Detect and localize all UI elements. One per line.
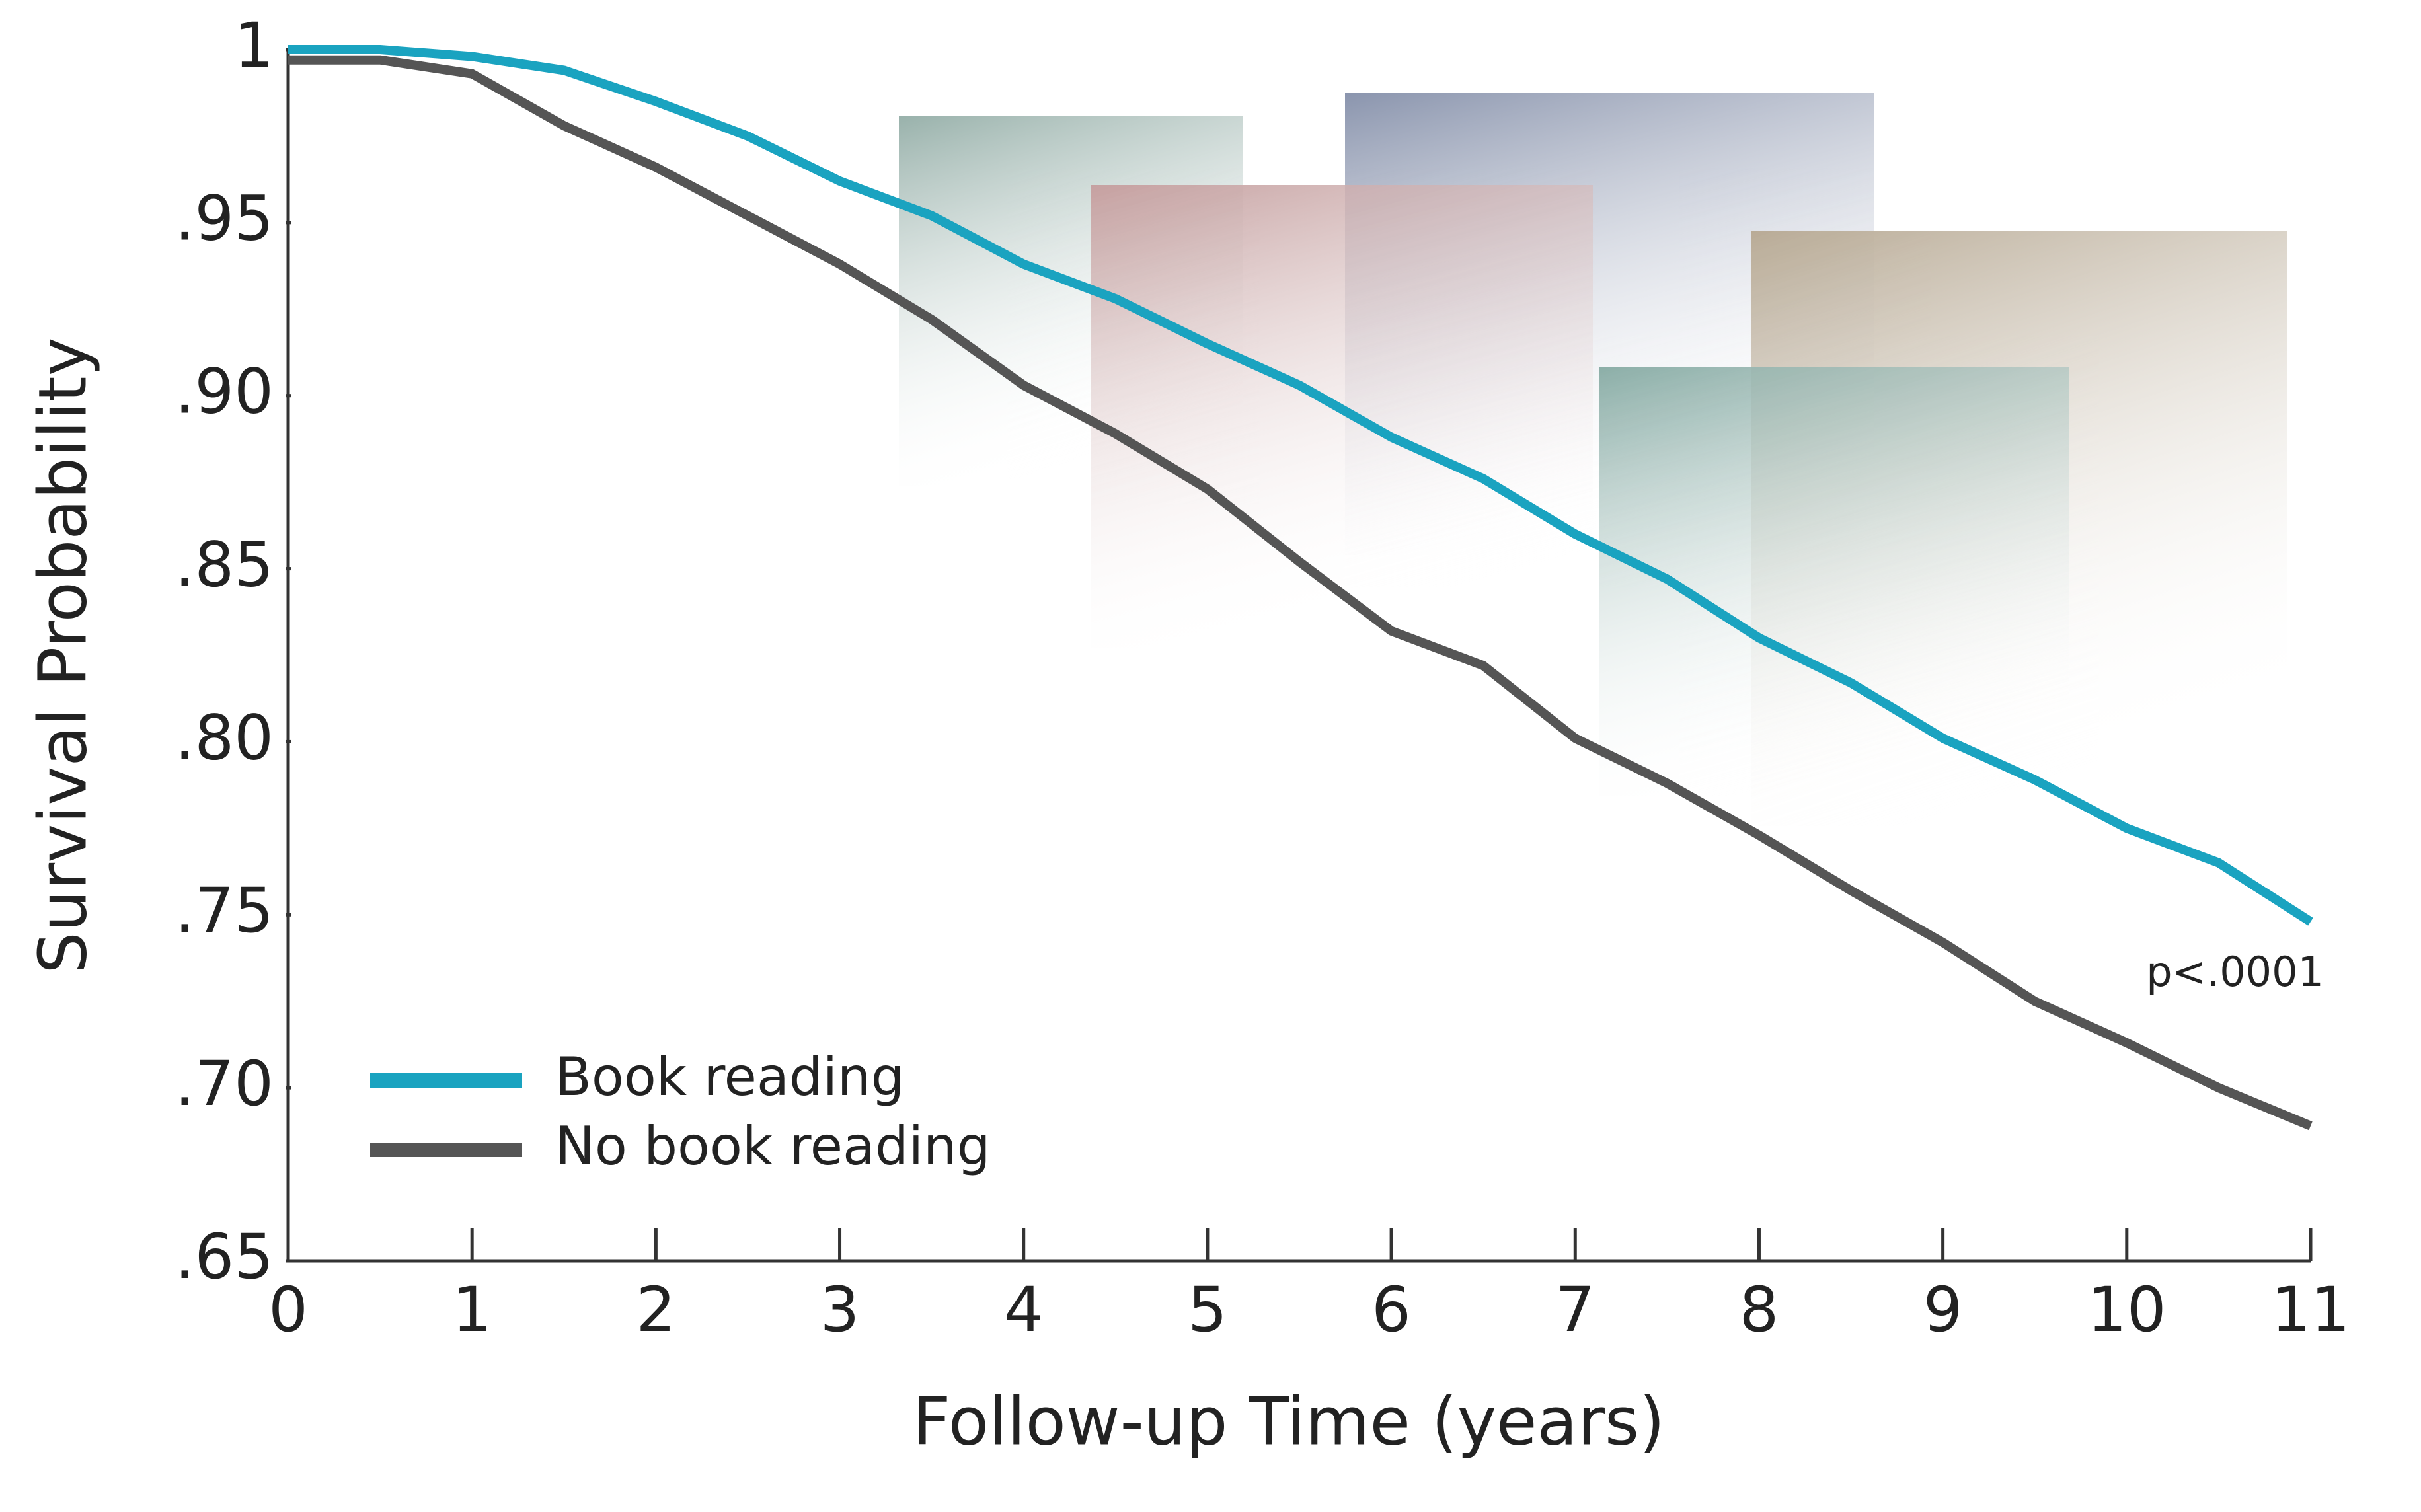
y-tick-label: .85	[175, 529, 274, 601]
x-tick-label: 9	[1923, 1274, 1963, 1346]
x-tick-label: 6	[1371, 1274, 1411, 1346]
x-tick-label: 5	[1188, 1274, 1227, 1346]
x-tick-label: 8	[1740, 1274, 1779, 1346]
survival-line	[288, 55, 2313, 1131]
annotation: p<.0001	[2146, 948, 2324, 996]
x-tick-label: 0	[268, 1274, 308, 1346]
y-tick-label: .65	[175, 1221, 274, 1293]
y-tick-label: .95	[175, 183, 274, 255]
y-tick-label: .80	[175, 702, 274, 774]
x-tick-label: 7	[1555, 1274, 1595, 1346]
y-tick-label: .90	[175, 356, 274, 428]
x-tick-label: 10	[2087, 1274, 2167, 1346]
x-tick-label: 2	[636, 1274, 675, 1346]
survival-line	[288, 45, 2313, 926]
book-illustration	[899, 93, 2287, 826]
x-axis-title: Follow-up Time (years)	[913, 1382, 1665, 1460]
legend-label: No book reading	[555, 1115, 991, 1177]
x-tick-label: 3	[820, 1274, 860, 1346]
x-tick-label: 11	[2271, 1274, 2350, 1346]
x-tick-label: 4	[1004, 1274, 1044, 1346]
y-tick-label: .75	[175, 875, 274, 947]
y-axis-title: Survival Probability	[24, 337, 101, 974]
y-tick-label: .70	[175, 1048, 274, 1120]
legend-label: Book reading	[555, 1046, 904, 1108]
x-tick-label: 1	[452, 1274, 492, 1346]
y-tick-label: 1	[234, 10, 274, 82]
